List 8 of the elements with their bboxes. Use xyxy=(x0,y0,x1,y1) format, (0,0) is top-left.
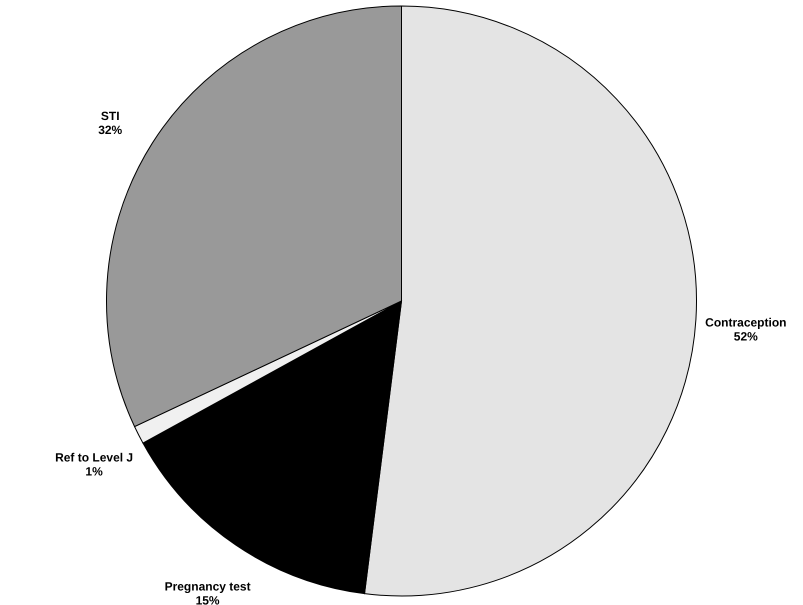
data-label: 52% xyxy=(734,330,758,344)
data-label: 32% xyxy=(98,123,123,138)
slice-label: Pregnancy test xyxy=(164,579,251,594)
slice-label: Contraception xyxy=(705,316,786,330)
slice-label: Ref to Level J xyxy=(55,450,134,465)
data-label: 15% xyxy=(196,593,220,605)
slice-label: STI xyxy=(100,109,120,124)
data-label: 1% xyxy=(85,464,104,479)
